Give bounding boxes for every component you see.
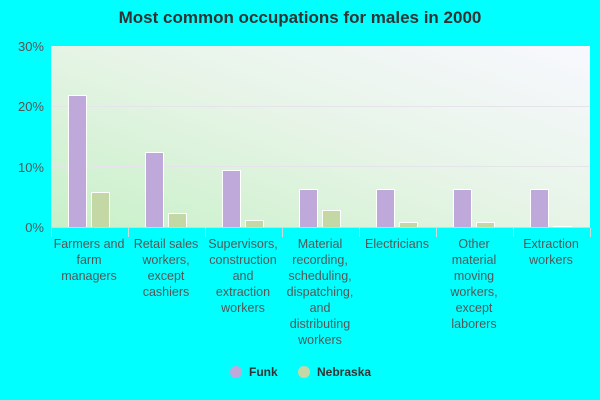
- chart-title: Most common occupations for males in 200…: [118, 8, 482, 27]
- bar-funk: [453, 189, 472, 227]
- legend-label-nebraska: Nebraska: [317, 365, 372, 379]
- x-label: Supervisors, construction and extraction…: [208, 237, 278, 315]
- bar-nebraska: [168, 212, 187, 227]
- x-tick: [282, 228, 283, 237]
- x-tick: [513, 228, 514, 237]
- x-tick: [128, 228, 129, 237]
- bar-nebraska: [245, 220, 264, 227]
- bar-funk: [376, 189, 395, 227]
- x-label: Extraction workers: [523, 237, 579, 267]
- x-tick: [51, 228, 52, 237]
- bar-funk: [145, 152, 164, 227]
- x-tick: [590, 228, 591, 237]
- x-label: Retail sales workers, except cashiers: [133, 237, 199, 299]
- bar-nebraska: [553, 226, 572, 227]
- bar-funk: [222, 170, 241, 227]
- x-tick: [359, 228, 360, 237]
- bar-nebraska: [476, 221, 495, 227]
- nebraska-swatch-icon: [298, 366, 310, 378]
- x-label: Material recording, scheduling, dispatch…: [286, 237, 354, 347]
- bar-funk: [530, 189, 549, 227]
- gridline-20: [51, 106, 590, 107]
- bar-nebraska: [91, 192, 110, 227]
- legend-label-funk: Funk: [249, 365, 278, 379]
- bar-funk: [299, 189, 318, 227]
- x-tick: [205, 228, 206, 237]
- plot-area: [51, 46, 590, 227]
- funk-swatch-icon: [230, 366, 242, 378]
- x-label: Other material moving workers, except la…: [450, 237, 498, 331]
- bar-nebraska: [399, 221, 418, 227]
- legend-item-funk: Funk: [230, 365, 278, 379]
- x-label: Farmers and farm managers: [53, 237, 125, 283]
- y-tick-0: 0%: [25, 220, 44, 235]
- x-tick: [436, 228, 437, 237]
- x-axis: [51, 227, 590, 228]
- bar-funk: [68, 94, 87, 227]
- legend-item-nebraska: Nebraska: [298, 365, 371, 379]
- y-tick-20: 20%: [17, 99, 44, 114]
- y-tick-30: 30%: [17, 39, 44, 54]
- y-tick-10: 10%: [17, 160, 44, 175]
- bar-nebraska: [322, 210, 341, 227]
- x-label: Electricians: [365, 237, 429, 251]
- gridline-10: [51, 166, 590, 167]
